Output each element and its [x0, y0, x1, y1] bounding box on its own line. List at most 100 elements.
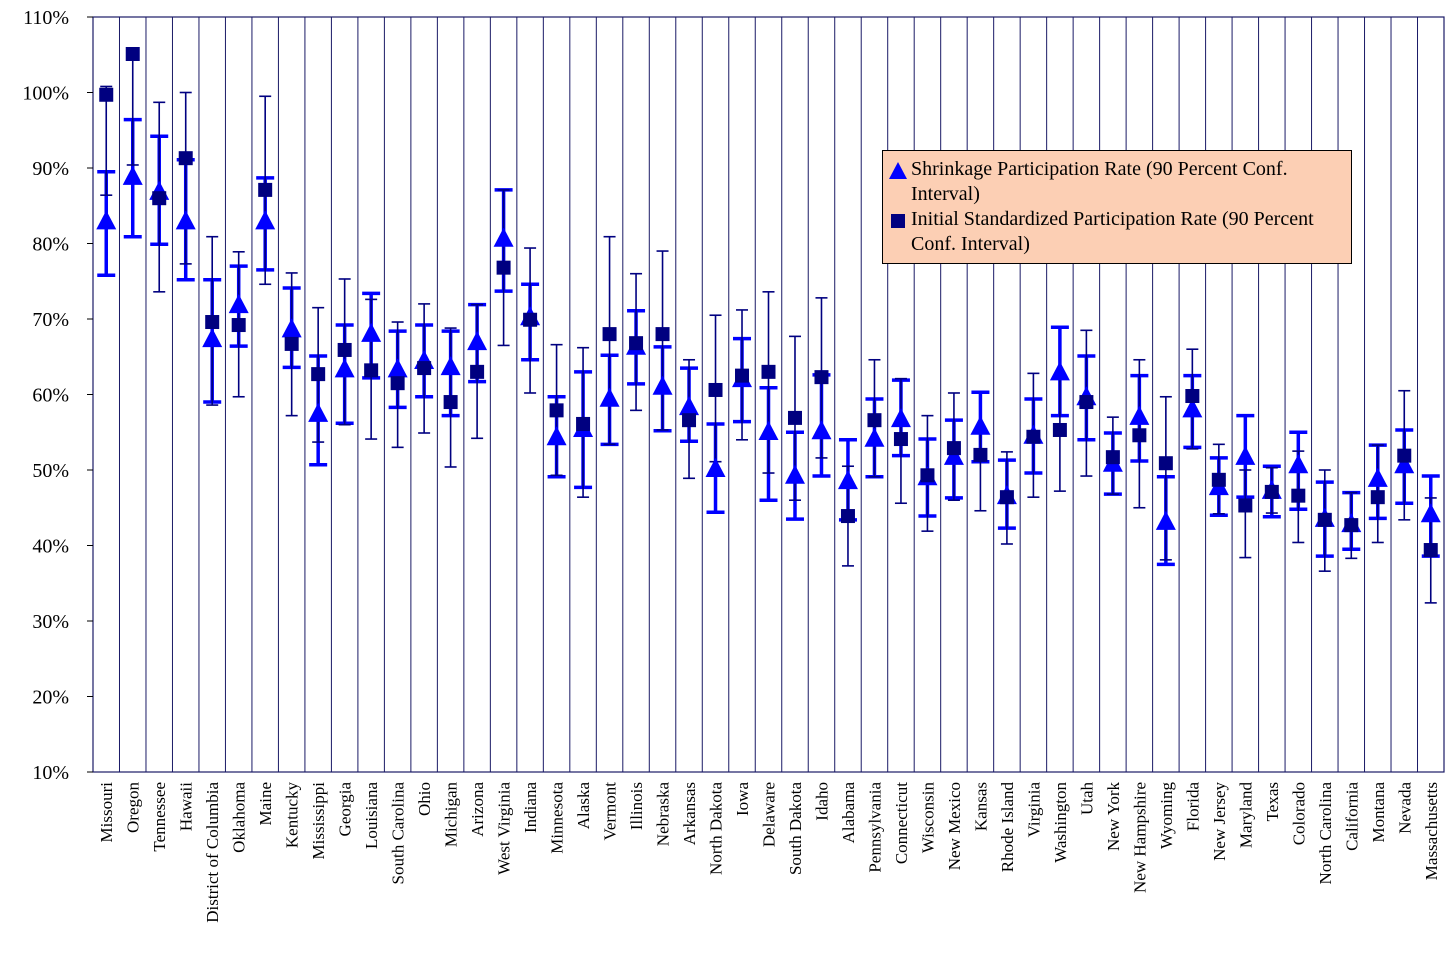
y-tick-label: 70%	[32, 309, 69, 331]
square-marker	[1026, 429, 1041, 444]
square-marker	[311, 367, 326, 382]
square-marker	[470, 364, 485, 379]
legend-item: Shrinkage Participation Rate (90 Percent…	[887, 157, 1347, 207]
y-tick-label: 10%	[32, 762, 69, 784]
triangle-marker	[1155, 510, 1176, 530]
triangle-marker	[970, 415, 991, 435]
square-marker	[523, 312, 538, 327]
triangle-marker	[864, 427, 885, 447]
triangle-marker	[679, 396, 700, 416]
x-tick-label: Virginia	[1024, 782, 1043, 838]
error-bar	[762, 291, 775, 474]
x-tick-label: Arkansas	[680, 782, 699, 845]
triangle-marker	[784, 464, 805, 484]
x-tick-label: Alabama	[839, 782, 858, 844]
error-bar	[1239, 469, 1252, 559]
y-tick-label: 100%	[22, 83, 69, 105]
x-tick-label: Mississippi	[309, 782, 328, 860]
x-tick-label: Georgia	[336, 782, 355, 837]
x-tick-label: Alaska	[574, 782, 593, 830]
square-marker	[973, 447, 988, 462]
triangle-marker	[943, 445, 964, 465]
y-tick-label: 110%	[23, 7, 69, 29]
square-marker	[231, 318, 246, 333]
x-tick-label: South Carolina	[389, 782, 408, 885]
triangle-marker	[387, 358, 408, 378]
square-marker	[1370, 490, 1385, 505]
square-marker	[1052, 422, 1067, 437]
square-marker	[682, 413, 697, 428]
x-tick-label: New Mexico	[945, 782, 964, 870]
square-marker	[178, 151, 193, 166]
triangle-marker	[811, 420, 832, 440]
square-marker	[364, 363, 379, 378]
square-marker	[1132, 428, 1147, 443]
triangle-marker	[837, 470, 858, 490]
triangle-marker	[255, 210, 276, 230]
x-tick-label: Wisconsin	[918, 782, 937, 854]
square-marker	[1211, 472, 1226, 487]
triangle-marker	[705, 458, 726, 477]
y-tick-label: 40%	[32, 536, 69, 558]
square-marker	[893, 432, 908, 447]
x-tick-label: Montana	[1369, 782, 1388, 843]
square-marker	[946, 441, 961, 456]
x-tick-label: Nevada	[1395, 782, 1414, 834]
legend-label: Initial Standardized Participation Rate …	[911, 208, 1314, 255]
square-marker	[1344, 518, 1359, 533]
square-marker	[125, 46, 140, 61]
y-tick-label: 90%	[32, 158, 69, 180]
error-bar	[1159, 395, 1172, 561]
square-marker	[999, 490, 1014, 505]
square-marker	[814, 370, 829, 385]
square-marker	[629, 336, 644, 351]
triangle-marker	[652, 375, 673, 395]
error-bar	[974, 429, 987, 512]
x-tick-label: Illinois	[627, 782, 646, 830]
error-bar	[126, 51, 139, 166]
triangle-marker	[1049, 361, 1070, 381]
square-marker	[284, 336, 299, 351]
x-tick-label: Louisiana	[362, 782, 381, 849]
triangle-marker	[1129, 405, 1150, 425]
square-marker	[1291, 488, 1306, 503]
square-marker	[337, 342, 352, 357]
x-tick-label: Tennessee	[150, 782, 169, 852]
x-tick-label: North Dakota	[707, 782, 726, 875]
square-marker	[549, 403, 564, 418]
triangle-marker	[467, 331, 488, 351]
triangle-marker	[96, 210, 117, 230]
x-tick-label: Colorado	[1289, 782, 1308, 845]
triangle-marker	[122, 165, 143, 185]
error-bar	[100, 85, 113, 196]
error-bar	[179, 91, 192, 265]
x-tick-label: District of Columbia	[203, 782, 222, 923]
triangle-marker	[493, 227, 514, 247]
x-tick-label: Rhode Island	[998, 782, 1017, 873]
x-tick-label: West Virginia	[495, 782, 514, 875]
triangle-marker	[890, 408, 911, 428]
x-tick-label: Oregon	[124, 782, 143, 833]
square-marker	[920, 468, 935, 483]
square-marker	[152, 191, 167, 206]
square-marker	[1158, 456, 1173, 471]
x-tick-label: Michigan	[442, 782, 461, 848]
x-tick-label: Iowa	[733, 782, 752, 816]
square-marker	[761, 364, 776, 379]
legend-label: Shrinkage Participation Rate (90 Percent…	[911, 158, 1288, 205]
y-tick-label: 20%	[32, 687, 69, 709]
square-marker	[443, 395, 458, 410]
x-tick-label: Pennsylvania	[865, 782, 884, 873]
x-tick-label: Florida	[1183, 782, 1202, 832]
x-tick-label: New York	[1104, 782, 1123, 851]
square-marker	[576, 416, 591, 431]
y-tick-label: 50%	[32, 460, 69, 482]
triangle-marker	[228, 294, 249, 314]
x-tick-label: Delaware	[760, 782, 779, 847]
x-tick-label: Idaho	[812, 782, 831, 821]
x-tick-label: South Dakota	[786, 782, 805, 875]
square-marker	[1264, 484, 1279, 499]
x-tick-label: Washington	[1051, 782, 1070, 863]
triangle-marker	[308, 402, 329, 422]
